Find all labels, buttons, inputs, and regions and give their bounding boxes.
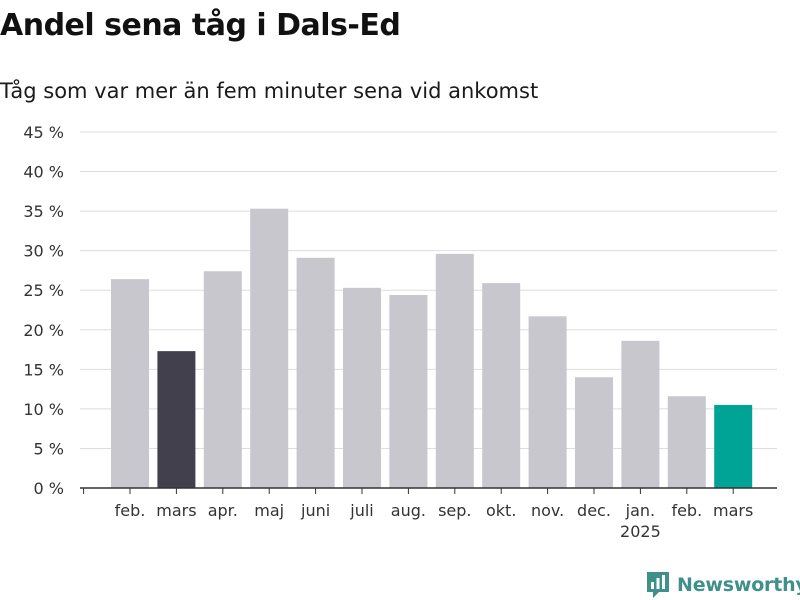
y-tick-label: 30 % xyxy=(23,242,64,261)
y-tick-label: 0 % xyxy=(34,479,64,498)
bar-5 xyxy=(296,257,335,488)
y-tick-label: 20 % xyxy=(23,321,64,340)
bar-10 xyxy=(528,316,567,488)
x-axis-ticks: feb. mars apr. maj juni juli aug. sep. okt. nov. d… xyxy=(115,501,754,541)
x-tick-label: sep. xyxy=(438,501,471,520)
bar-9 xyxy=(482,283,521,488)
grid-lines xyxy=(80,131,777,449)
x-axis xyxy=(80,487,777,494)
newsworthy-logo-icon xyxy=(647,572,669,598)
bars xyxy=(111,208,753,488)
chart-subtitle: Tåg som var mer än fem minuter sena vid … xyxy=(0,79,539,103)
y-tick-label: 35 % xyxy=(23,202,64,221)
x-tick-label: aug. xyxy=(391,501,426,520)
x-tick-label: feb. xyxy=(115,501,146,520)
bar-7 xyxy=(389,294,428,488)
y-tick-label: 10 % xyxy=(23,400,64,419)
bar-3 xyxy=(203,271,242,488)
chart-title: Andel sena tåg i Dals-Ed xyxy=(0,8,401,43)
x-tick-label: maj xyxy=(254,501,284,520)
x-tick-label: juli xyxy=(349,501,373,520)
brand-name: Newsworthy xyxy=(677,574,800,596)
brand-logo: Newsworthy xyxy=(645,570,800,600)
x-tick-year-label: 2025 xyxy=(620,522,661,541)
y-tick-label: 45 % xyxy=(23,123,64,142)
bar-6 xyxy=(343,287,381,488)
bar-8 xyxy=(435,253,474,488)
x-tick-label: apr. xyxy=(208,501,238,520)
bar-13 xyxy=(667,396,706,488)
bar-2 xyxy=(157,351,196,488)
bar-14 xyxy=(714,404,753,488)
x-tick-label: juni xyxy=(300,501,330,520)
y-tick-label: 25 % xyxy=(23,281,64,300)
x-tick-label: jan. xyxy=(625,501,655,520)
x-tick-label: mars xyxy=(156,501,196,520)
bar-11 xyxy=(575,377,613,488)
bar-1 xyxy=(111,279,149,488)
x-tick-label: dec. xyxy=(577,501,611,520)
x-tick-label: nov. xyxy=(531,501,564,520)
x-tick-label: mars xyxy=(713,501,753,520)
y-tick-label: 40 % xyxy=(23,163,64,182)
bar-12 xyxy=(621,340,660,488)
y-tick-label: 15 % xyxy=(23,360,64,379)
y-tick-label: 5 % xyxy=(34,439,64,458)
y-axis-ticks: 0 % 5 % 10 % 15 % 20 % 25 % 30 % 35 % 40 % 45 % xyxy=(23,123,64,498)
x-tick-label: feb. xyxy=(671,501,702,520)
x-tick-label: okt. xyxy=(486,501,516,520)
bar-4 xyxy=(250,208,289,488)
